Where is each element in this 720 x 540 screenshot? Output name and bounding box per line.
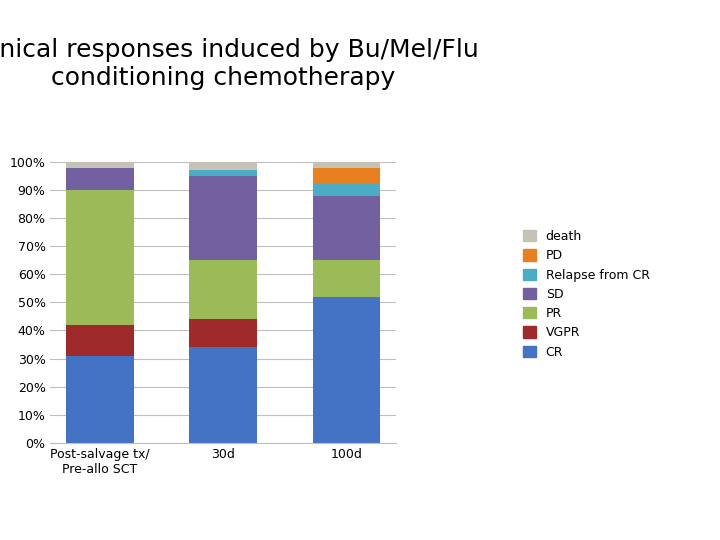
Text: Clinical responses induced by Bu/Mel/Flu
conditioning chemotherapy: Clinical responses induced by Bu/Mel/Flu… — [0, 38, 479, 90]
Bar — [189, 176, 257, 260]
Bar — [312, 167, 380, 185]
Bar — [312, 185, 380, 195]
Bar — [312, 162, 380, 167]
Bar — [189, 171, 257, 176]
Bar — [312, 195, 380, 260]
Legend: death, PD, Relapse from CR, SD, PR, VGPR, CR: death, PD, Relapse from CR, SD, PR, VGPR… — [523, 230, 649, 359]
Bar — [189, 347, 257, 443]
Bar — [66, 162, 134, 167]
Bar — [66, 356, 134, 443]
Bar — [189, 260, 257, 319]
Bar — [312, 260, 380, 297]
Bar — [189, 162, 257, 171]
Bar — [66, 167, 134, 190]
Bar — [189, 319, 257, 347]
Bar — [66, 325, 134, 356]
Bar — [66, 190, 134, 325]
Bar — [312, 297, 380, 443]
